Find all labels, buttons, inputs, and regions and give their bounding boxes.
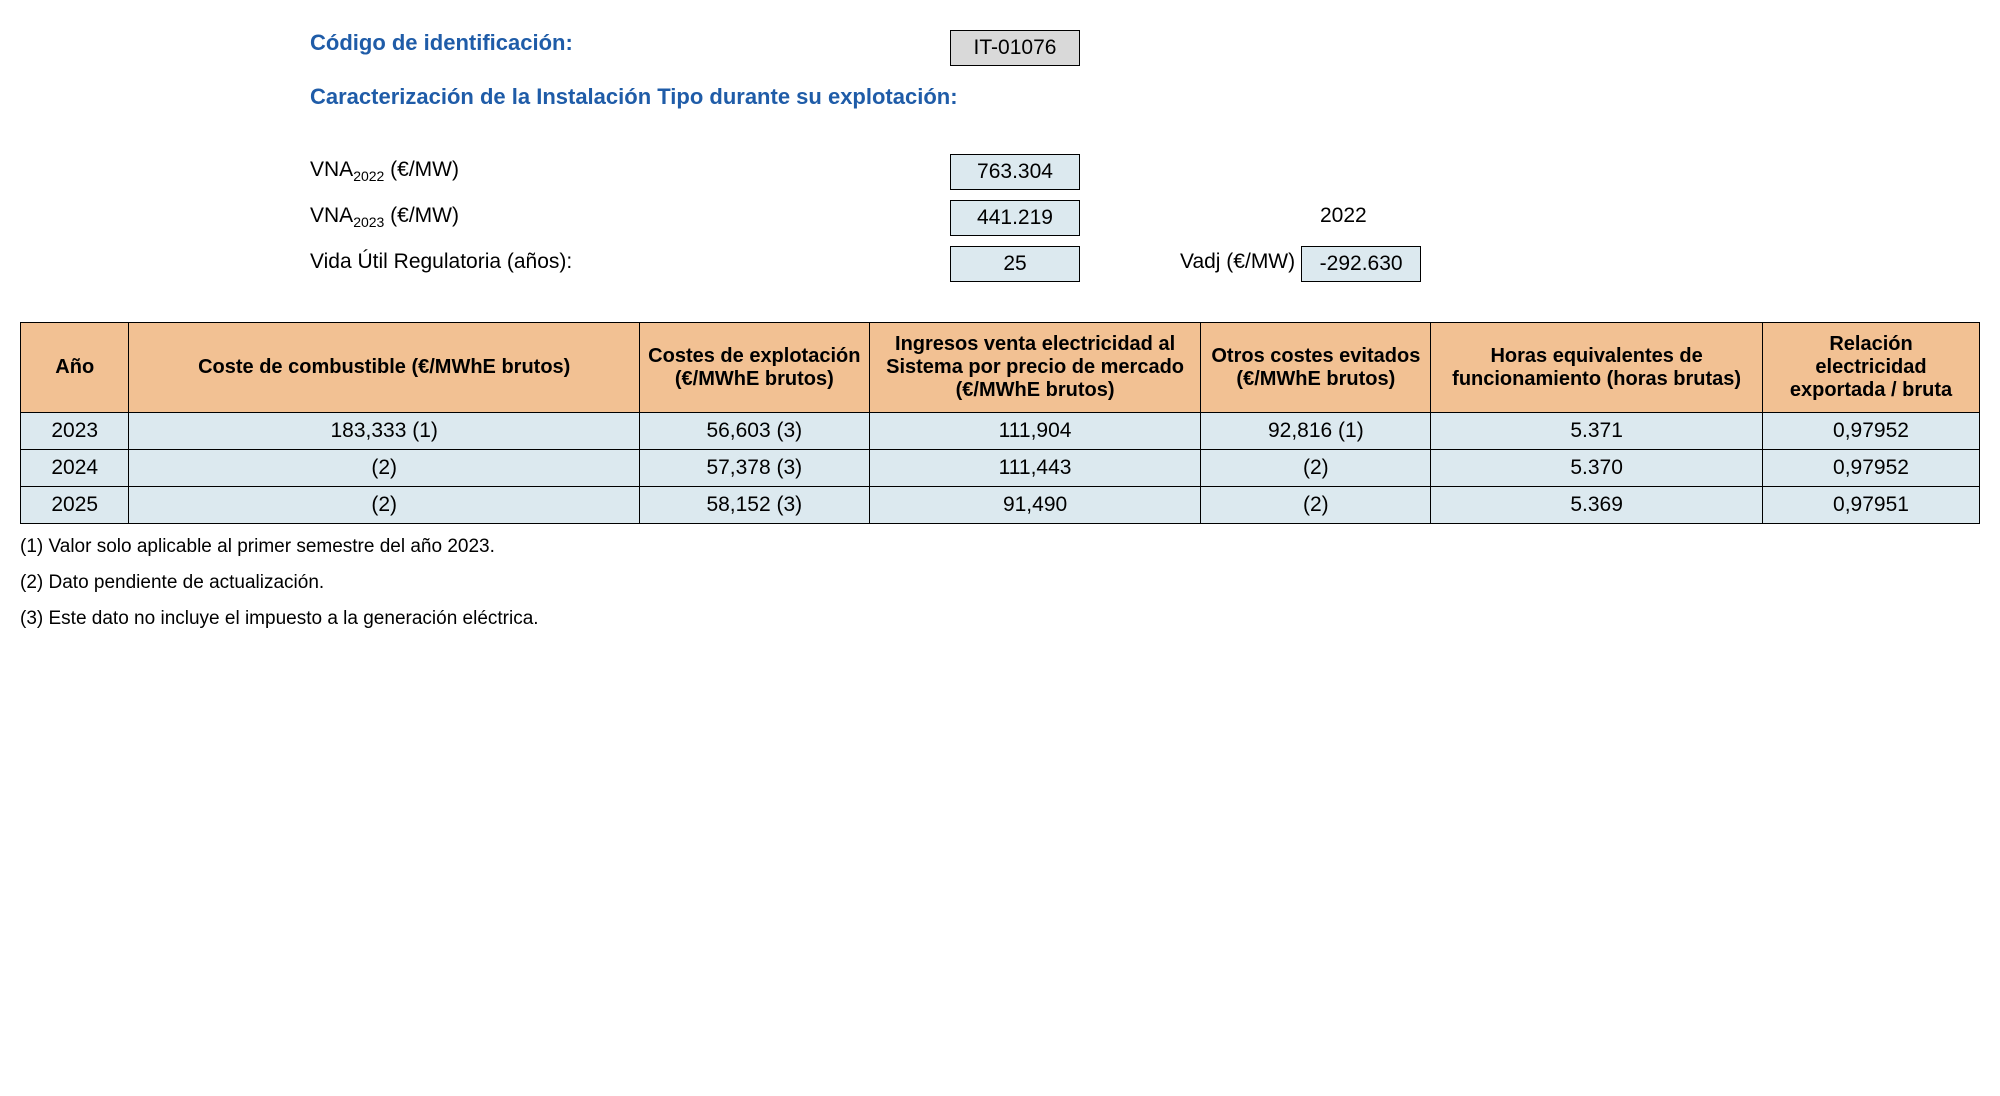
id-row: Código de identificación: IT-01076 xyxy=(310,30,1980,66)
vna2022-unit: (€/MW) xyxy=(384,158,459,181)
cell-hours: 5.369 xyxy=(1431,487,1763,524)
col-hours: Horas equivalentes de funcionamiento (ho… xyxy=(1431,323,1763,413)
cell-exploit: 56,603 (3) xyxy=(639,413,869,450)
col-income: Ingresos venta electricidad al Sistema p… xyxy=(869,323,1201,413)
id-value-box: IT-01076 xyxy=(950,30,1080,66)
col-relation: Relación electricidad exportada / bruta xyxy=(1763,323,1980,413)
cell-income: 111,904 xyxy=(869,413,1201,450)
cell-fuel: (2) xyxy=(129,487,639,524)
vna2022-sub: 2022 xyxy=(353,168,384,184)
cell-relation: 0,97952 xyxy=(1763,450,1980,487)
vna2023-sub: 2023 xyxy=(353,214,384,230)
footnote-3: (3) Este dato no incluye el impuesto a l… xyxy=(20,608,1980,630)
vna2022-row: VNA2022 (€/MW) 763.304 xyxy=(310,154,1980,190)
footnote-2: (2) Dato pendiente de actualización. xyxy=(20,572,1980,594)
vna2022-prefix: VNA xyxy=(310,158,353,181)
side-year: 2022 xyxy=(1320,200,1367,228)
cell-exploit: 58,152 (3) xyxy=(639,487,869,524)
footnote-1: (1) Valor solo aplicable al primer semes… xyxy=(20,536,1980,558)
table-body: 2023183,333 (1)56,603 (3)111,90492,816 (… xyxy=(21,413,1980,524)
col-exploit: Costes de explotación (€/MWhE brutos) xyxy=(639,323,869,413)
cell-relation: 0,97951 xyxy=(1763,487,1980,524)
table-row: 2025(2)58,152 (3)91,490(2)5.3690,97951 xyxy=(21,487,1980,524)
cell-income: 91,490 xyxy=(869,487,1201,524)
table-row: 2023183,333 (1)56,603 (3)111,90492,816 (… xyxy=(21,413,1980,450)
cell-other: 92,816 (1) xyxy=(1201,413,1431,450)
col-other: Otros costes evitados (€/MWhE brutos) xyxy=(1201,323,1431,413)
cell-fuel: (2) xyxy=(129,450,639,487)
cell-year: 2025 xyxy=(21,487,129,524)
cell-other: (2) xyxy=(1201,450,1431,487)
col-fuel: Coste de combustible (€/MWhE brutos) xyxy=(129,323,639,413)
vna2022-label: VNA2022 (€/MW) xyxy=(310,154,950,184)
section-title: Caracterización de la Instalación Tipo d… xyxy=(310,84,1980,110)
header-section: Código de identificación: IT-01076 Carac… xyxy=(310,30,1980,282)
cell-income: 111,443 xyxy=(869,450,1201,487)
vna2022-value: 763.304 xyxy=(950,154,1080,190)
cell-hours: 5.370 xyxy=(1431,450,1763,487)
vna2023-unit: (€/MW) xyxy=(384,204,459,227)
vadj-value: -292.630 xyxy=(1301,246,1421,282)
cell-fuel: 183,333 (1) xyxy=(129,413,639,450)
vadj-label: Vadj (€/MW) xyxy=(1180,246,1295,274)
footnotes: (1) Valor solo aplicable al primer semes… xyxy=(20,536,1980,630)
vna2023-label: VNA2023 (€/MW) xyxy=(310,200,950,230)
col-year: Año xyxy=(21,323,129,413)
cell-relation: 0,97952 xyxy=(1763,413,1980,450)
cell-other: (2) xyxy=(1201,487,1431,524)
vna2023-value: 441.219 xyxy=(950,200,1080,236)
table-row: 2024(2)57,378 (3)111,443(2)5.3700,97952 xyxy=(21,450,1980,487)
cell-year: 2024 xyxy=(21,450,129,487)
cell-year: 2023 xyxy=(21,413,129,450)
main-table: Año Coste de combustible (€/MWhE brutos)… xyxy=(20,322,1980,524)
vida-row: Vida Útil Regulatoria (años): 25 Vadj (€… xyxy=(310,246,1980,282)
vida-label: Vida Útil Regulatoria (años): xyxy=(310,246,950,274)
cell-exploit: 57,378 (3) xyxy=(639,450,869,487)
table-header-row: Año Coste de combustible (€/MWhE brutos)… xyxy=(21,323,1980,413)
vna2023-prefix: VNA xyxy=(310,204,353,227)
vna2023-row: VNA2023 (€/MW) 441.219 2022 xyxy=(310,200,1980,236)
id-label: Código de identificación: xyxy=(310,30,950,56)
vida-value: 25 xyxy=(950,246,1080,282)
cell-hours: 5.371 xyxy=(1431,413,1763,450)
table-head: Año Coste de combustible (€/MWhE brutos)… xyxy=(21,323,1980,413)
